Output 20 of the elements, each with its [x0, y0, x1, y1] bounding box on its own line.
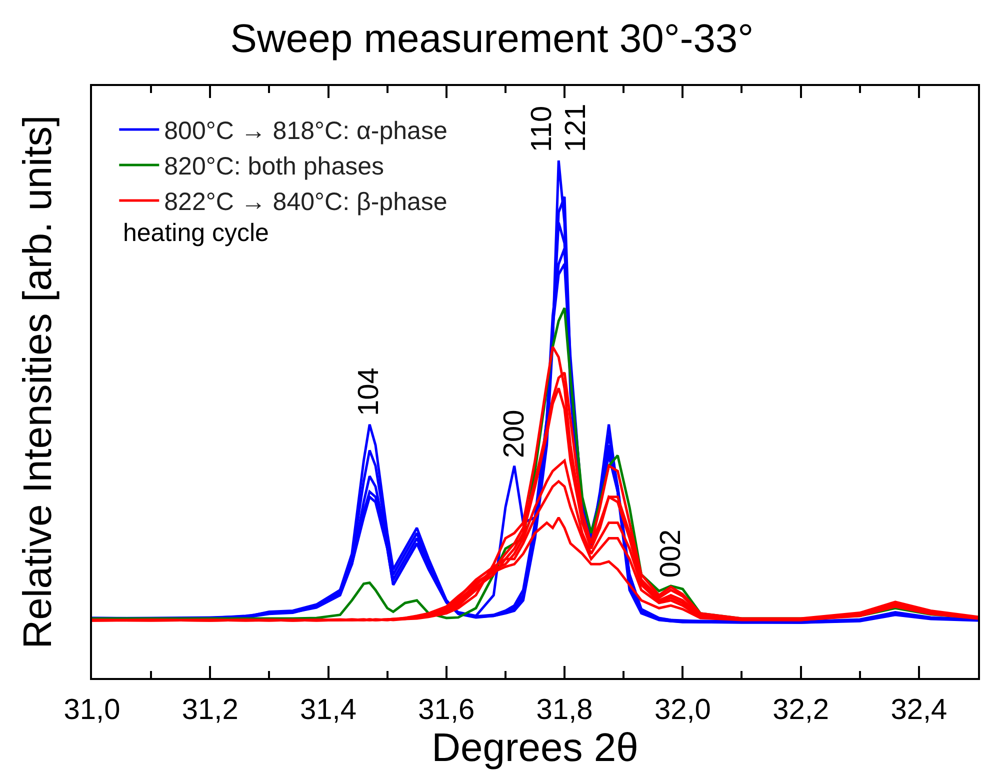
annotation: heating cycle	[123, 219, 269, 247]
legend-label: 822°C → 840°C: β-phase	[164, 188, 448, 216]
x-tick-label: 32,2	[772, 694, 830, 726]
legend-label: 820°C: both phases	[164, 152, 384, 181]
x-tick-label: 31,0	[64, 694, 120, 726]
x-tick-label: 31,2	[182, 694, 238, 726]
x-tick-label: 31,8	[536, 694, 593, 726]
annotation: 121	[560, 104, 592, 152]
chart-title: Sweep measurement 30°-33°	[230, 17, 754, 61]
annotation: 104	[353, 368, 386, 416]
x-tick-label: 32,4	[890, 694, 948, 726]
x-tick-label: 31,6	[418, 694, 475, 726]
annotation: 110	[526, 106, 558, 152]
x-tick-label: 31,4	[300, 694, 356, 726]
annotation: 200	[498, 410, 530, 458]
x-axis-title: Degrees 2θ	[432, 726, 638, 770]
annotation: 002	[654, 529, 687, 578]
y-axis-title: Relative Intensities [arb. units]	[16, 115, 60, 649]
legend-label: 800°C → 818°C: α-phase	[164, 117, 448, 146]
x-tick-label: 32,0	[654, 694, 711, 726]
